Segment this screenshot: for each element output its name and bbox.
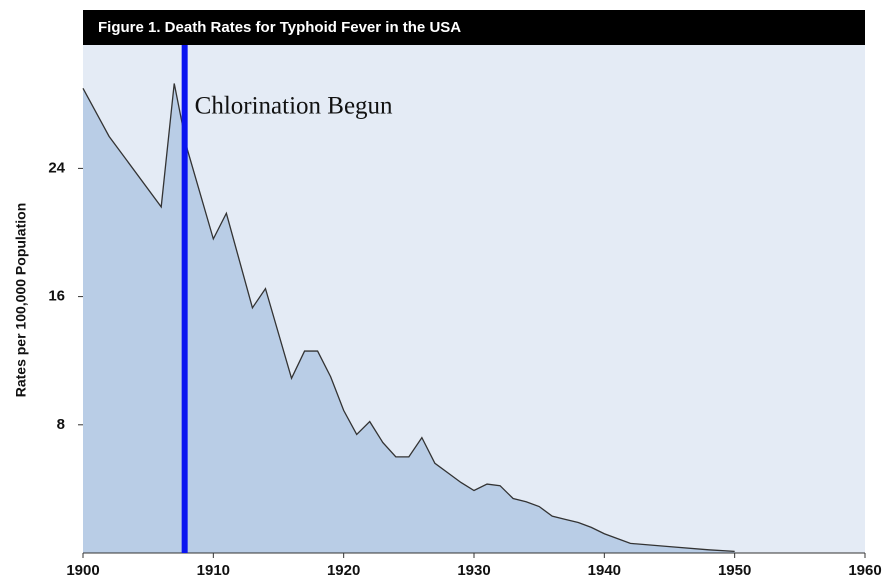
x-tick-label: 1940 [588, 562, 621, 579]
y-tick-label: 8 [57, 416, 65, 433]
x-tick-label: 1960 [848, 562, 881, 579]
x-tick-label: 1950 [718, 562, 751, 579]
x-tick-label: 1910 [197, 562, 230, 579]
y-axis-label: Rates per 100,000 Population [13, 203, 29, 398]
title-bar [83, 10, 865, 45]
y-tick-label: 16 [48, 288, 65, 305]
y-tick-label: 24 [48, 159, 65, 176]
line [82, 83, 735, 553]
x-tick-label: 1930 [457, 562, 490, 579]
annotation-text: Chlorination Begun [195, 93, 393, 120]
chart-title: Figure 1. Death Rates for Typhoid Fever … [98, 19, 461, 36]
x-tick-label: 1900 [66, 562, 99, 579]
area [83, 83, 735, 553]
x-tick-label: 1920 [327, 562, 360, 579]
